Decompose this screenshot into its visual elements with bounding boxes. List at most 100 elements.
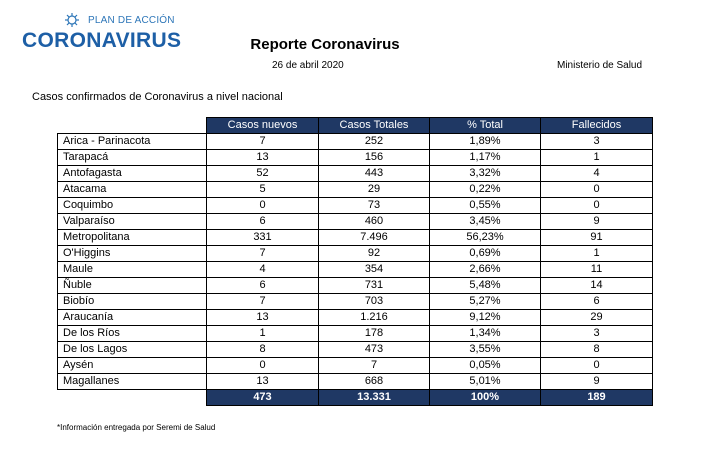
region-name-cell: Metropolitana — [57, 229, 207, 246]
value-cell: 3,55% — [429, 341, 541, 358]
table-row: Tarapacá 13 156 1,17% 1 — [57, 149, 653, 166]
value-cell: 9,12% — [429, 309, 541, 326]
logo-tagline: PLAN DE ACCIÓN — [88, 15, 175, 26]
region-name-cell: Atacama — [57, 181, 207, 198]
total-casos-nuevos: 473 — [206, 389, 319, 406]
value-cell: 473 — [318, 341, 430, 358]
header-pct-total: % Total — [429, 117, 541, 134]
value-cell: 252 — [318, 133, 430, 150]
region-name-cell: De los Ríos — [57, 325, 207, 342]
value-cell: 6 — [540, 293, 653, 310]
value-cell: 1,89% — [429, 133, 541, 150]
value-cell: 0 — [540, 181, 653, 198]
table-row: Magallanes 13 668 5,01% 9 — [57, 373, 653, 390]
value-cell: 1,34% — [429, 325, 541, 342]
value-cell: 731 — [318, 277, 430, 294]
value-cell: 156 — [318, 149, 430, 166]
value-cell: 0 — [540, 357, 653, 374]
value-cell: 0,55% — [429, 197, 541, 214]
region-name-cell: Tarapacá — [57, 149, 207, 166]
ministry-label: Ministerio de Salud — [557, 60, 643, 71]
value-cell: 1,17% — [429, 149, 541, 166]
plan-de-accion-logo: PLAN DE ACCIÓN CORONAVIRUS — [22, 12, 181, 56]
table-row: Aysén 0 7 0,05% 0 — [57, 357, 653, 374]
value-cell: 0,05% — [429, 357, 541, 374]
table-row: Valparaíso 6 460 3,45% 9 — [57, 213, 653, 230]
totals-row: 473 13.331 100% 189 — [57, 389, 653, 406]
header-fallecidos: Fallecidos — [540, 117, 653, 134]
value-cell: 13 — [206, 373, 319, 390]
table-row: Maule 4 354 2,66% 11 — [57, 261, 653, 278]
value-cell: 5 — [206, 181, 319, 198]
value-cell: 460 — [318, 213, 430, 230]
region-name-cell: Coquimbo — [57, 197, 207, 214]
value-cell: 1.216 — [318, 309, 430, 326]
value-cell: 668 — [318, 373, 430, 390]
value-cell: 7 — [206, 245, 319, 262]
value-cell: 331 — [206, 229, 319, 246]
region-name-cell: De los Lagos — [57, 341, 207, 358]
value-cell: 9 — [540, 213, 653, 230]
value-cell: 56,23% — [429, 229, 541, 246]
table-row: Arica - Parinacota 7 252 1,89% 3 — [57, 133, 653, 150]
value-cell: 2,66% — [429, 261, 541, 278]
value-cell: 13 — [206, 309, 319, 326]
report-title: Reporte Coronavirus — [250, 36, 400, 53]
value-cell: 7.496 — [318, 229, 430, 246]
logo-wordmark: CORONAVIRUS — [22, 29, 182, 52]
value-cell: 0 — [206, 197, 319, 214]
totals-blank-cell — [57, 389, 207, 406]
value-cell: 13 — [206, 149, 319, 166]
table-row: Coquimbo 0 73 0,55% 0 — [57, 197, 653, 214]
region-name-cell: O'Higgins — [57, 245, 207, 262]
report-date: 26 de abril 2020 — [272, 60, 344, 71]
value-cell: 1 — [540, 245, 653, 262]
value-cell: 178 — [318, 325, 430, 342]
value-cell: 73 — [318, 197, 430, 214]
region-name-cell: Arica - Parinacota — [57, 133, 207, 150]
value-cell: 0,22% — [429, 181, 541, 198]
value-cell: 92 — [318, 245, 430, 262]
footnote: *Información entregada por Seremi de Sal… — [57, 423, 216, 432]
virus-icon — [65, 13, 79, 27]
region-name-cell: Ñuble — [57, 277, 207, 294]
region-name-cell: Araucanía — [57, 309, 207, 326]
cases-table: Casos nuevos Casos Totales % Total Falle… — [57, 117, 653, 406]
table-row: Atacama 5 29 0,22% 0 — [57, 181, 653, 198]
value-cell: 443 — [318, 165, 430, 182]
table-row: Antofagasta 52 443 3,32% 4 — [57, 165, 653, 182]
value-cell: 0 — [540, 197, 653, 214]
value-cell: 703 — [318, 293, 430, 310]
value-cell: 52 — [206, 165, 319, 182]
value-cell: 7 — [318, 357, 430, 374]
value-cell: 8 — [206, 341, 319, 358]
header-blank-cell — [57, 117, 207, 134]
table-row: Ñuble 6 731 5,48% 14 — [57, 277, 653, 294]
table-subtitle: Casos confirmados de Coronavirus a nivel… — [32, 91, 283, 103]
region-name-cell: Valparaíso — [57, 213, 207, 230]
region-name-cell: Magallanes — [57, 373, 207, 390]
value-cell: 14 — [540, 277, 653, 294]
value-cell: 5,01% — [429, 373, 541, 390]
value-cell: 5,48% — [429, 277, 541, 294]
value-cell: 3 — [540, 325, 653, 342]
table-header-row: Casos nuevos Casos Totales % Total Falle… — [57, 117, 653, 134]
value-cell: 29 — [540, 309, 653, 326]
value-cell: 354 — [318, 261, 430, 278]
value-cell: 3,45% — [429, 213, 541, 230]
total-fallecidos: 189 — [540, 389, 653, 406]
value-cell: 5,27% — [429, 293, 541, 310]
value-cell: 1 — [206, 325, 319, 342]
region-name-cell: Antofagasta — [57, 165, 207, 182]
table-row: Metropolitana 331 7.496 56,23% 91 — [57, 229, 653, 246]
value-cell: 0 — [206, 357, 319, 374]
value-cell: 7 — [206, 133, 319, 150]
value-cell: 4 — [540, 165, 653, 182]
region-name-cell: Biobío — [57, 293, 207, 310]
value-cell: 6 — [206, 277, 319, 294]
table-row: O'Higgins 7 92 0,69% 1 — [57, 245, 653, 262]
header-casos-nuevos: Casos nuevos — [206, 117, 319, 134]
value-cell: 3 — [540, 133, 653, 150]
region-name-cell: Maule — [57, 261, 207, 278]
value-cell: 1 — [540, 149, 653, 166]
